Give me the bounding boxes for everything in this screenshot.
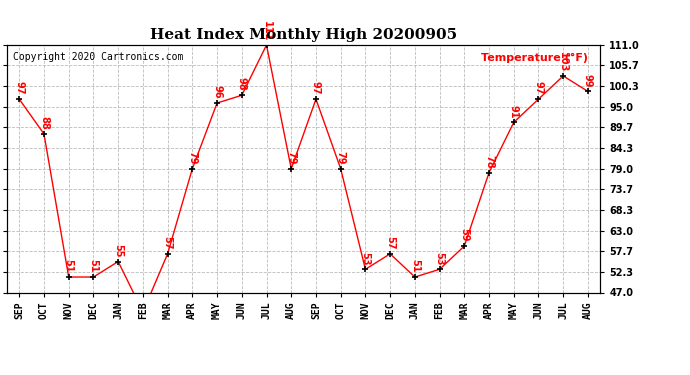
Text: 57: 57: [385, 236, 395, 250]
Text: 96: 96: [212, 86, 222, 99]
Text: 53: 53: [435, 252, 444, 265]
Text: Temperature (°F): Temperature (°F): [482, 53, 589, 63]
Text: 97: 97: [311, 81, 321, 95]
Text: 103: 103: [558, 51, 568, 72]
Text: 42: 42: [0, 374, 1, 375]
Text: 53: 53: [360, 252, 371, 265]
Text: 98: 98: [237, 78, 247, 91]
Text: 55: 55: [113, 244, 123, 257]
Text: 88: 88: [39, 116, 49, 130]
Text: 91: 91: [509, 105, 519, 118]
Text: 78: 78: [484, 155, 494, 168]
Text: 99: 99: [583, 74, 593, 87]
Title: Heat Index Monthly High 20200905: Heat Index Monthly High 20200905: [150, 28, 457, 42]
Text: 51: 51: [88, 260, 99, 273]
Text: 59: 59: [460, 228, 469, 242]
Text: 79: 79: [188, 151, 197, 165]
Text: 51: 51: [410, 260, 420, 273]
Text: 111: 111: [262, 21, 271, 41]
Text: 57: 57: [163, 236, 172, 250]
Text: Copyright 2020 Cartronics.com: Copyright 2020 Cartronics.com: [13, 53, 184, 62]
Text: 97: 97: [533, 81, 544, 95]
Text: 51: 51: [63, 260, 74, 273]
Text: 79: 79: [336, 151, 346, 165]
Text: 79: 79: [286, 151, 296, 165]
Text: 97: 97: [14, 81, 24, 95]
